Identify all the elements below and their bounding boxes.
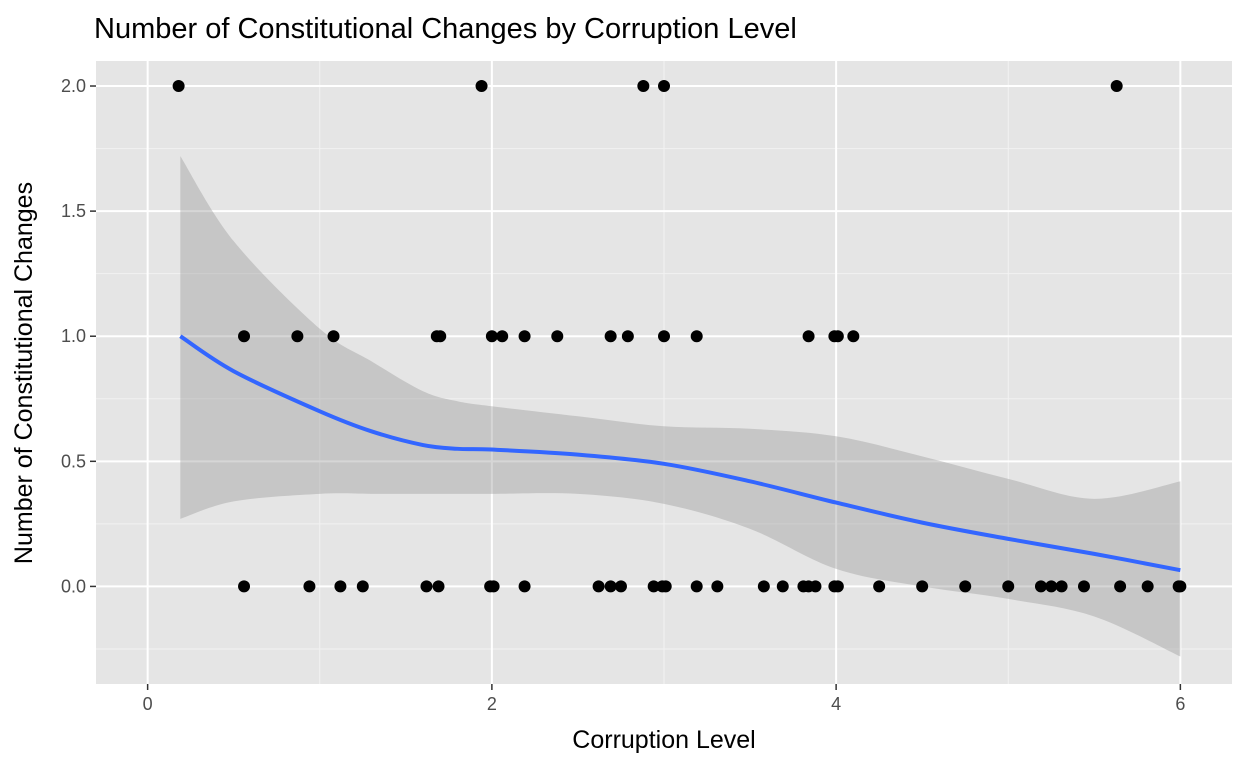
data-point	[690, 330, 703, 343]
data-point	[614, 580, 627, 593]
data-points	[172, 80, 1187, 593]
y-tick-label: 2.0	[61, 76, 86, 96]
data-point	[916, 580, 929, 593]
data-point	[1174, 580, 1187, 593]
data-point	[711, 580, 724, 593]
data-point	[327, 330, 340, 343]
data-point	[475, 80, 488, 93]
data-point	[238, 330, 251, 343]
data-point	[802, 330, 815, 343]
data-point	[847, 330, 860, 343]
data-point	[1055, 580, 1068, 593]
data-point	[485, 330, 498, 343]
data-point	[647, 580, 660, 593]
data-point	[1077, 580, 1090, 593]
data-point	[757, 580, 770, 593]
smooth-trend-line	[179, 334, 1181, 573]
data-point	[809, 580, 822, 593]
data-point	[658, 330, 670, 343]
x-axis-title: Corruption Level	[572, 726, 755, 754]
data-point	[496, 330, 509, 343]
minor-gridlines	[96, 61, 1232, 684]
data-point	[172, 80, 185, 93]
data-point	[659, 580, 672, 593]
data-point	[1141, 580, 1154, 593]
y-tick-label: 0.0	[61, 576, 86, 596]
data-point	[637, 80, 650, 93]
data-point	[420, 580, 433, 593]
x-axis-ticks: 0 2 4 6	[143, 684, 1185, 714]
data-point	[334, 580, 347, 593]
data-point	[238, 580, 251, 593]
data-point	[551, 330, 564, 343]
x-tick-label: 6	[1175, 694, 1185, 714]
y-axis-ticks: 0.0 0.5 1.0 1.5 2.0	[61, 76, 96, 596]
data-point	[434, 330, 447, 343]
data-point	[518, 330, 531, 343]
data-point	[831, 330, 844, 343]
y-tick-label: 1.5	[61, 201, 86, 221]
data-point	[658, 80, 670, 93]
y-axis-title: Number of Constitutional Changes	[10, 182, 38, 564]
data-point	[518, 580, 531, 593]
chart-title: Number of Constitutional Changes by Corr…	[94, 13, 797, 45]
data-point	[959, 580, 972, 593]
data-point	[432, 580, 445, 593]
data-point	[604, 580, 617, 593]
confidence-ribbon	[180, 156, 1181, 657]
data-point	[604, 330, 617, 343]
data-point	[1045, 580, 1058, 593]
data-point	[831, 580, 844, 593]
data-point	[690, 580, 703, 593]
data-point	[592, 580, 605, 593]
data-point	[303, 580, 316, 593]
data-point	[1110, 80, 1123, 93]
x-tick-label: 4	[831, 694, 841, 714]
data-point	[1002, 580, 1015, 593]
data-point	[776, 580, 789, 593]
data-point	[356, 580, 369, 593]
data-point	[1034, 580, 1047, 593]
data-point	[621, 330, 634, 343]
data-point	[487, 580, 500, 593]
x-tick-label: 0	[143, 694, 153, 714]
x-tick-label: 2	[487, 694, 497, 714]
data-point	[1114, 580, 1127, 593]
data-point	[873, 580, 886, 593]
y-tick-label: 0.5	[61, 451, 86, 471]
y-tick-label: 1.0	[61, 326, 86, 346]
data-point	[291, 330, 304, 343]
